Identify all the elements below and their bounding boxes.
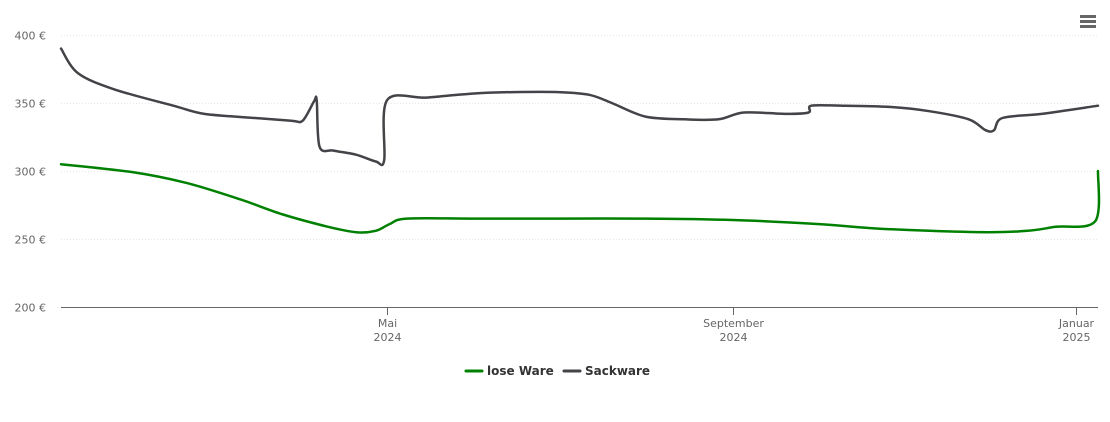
y-tick-label: 400 € — [15, 30, 47, 43]
series-lines — [59, 47, 1101, 234]
chart-menu-button[interactable] — [1074, 10, 1102, 34]
y-tick-label: 300 € — [15, 166, 47, 179]
legend-item-sackware[interactable]: Sackware — [562, 364, 650, 378]
series-line-lose-ware[interactable] — [59, 162, 1101, 234]
hamburger-menu-icon — [1080, 15, 1096, 28]
x-tick-label: Mai — [378, 317, 397, 330]
legend-label: Sackware — [585, 364, 650, 378]
y-tick-label: 250 € — [15, 234, 47, 247]
x-tick-label: 2024 — [374, 331, 402, 344]
y-tick-label: 200 € — [15, 302, 47, 315]
series-line-sackware[interactable] — [59, 47, 1100, 167]
x-tick-label: Januar — [1058, 317, 1095, 330]
grid-lines — [61, 35, 1098, 240]
x-tick-label: 2025 — [1063, 331, 1091, 344]
legend: lose Ware Sackware — [464, 364, 650, 378]
y-tick-label: 350 € — [15, 98, 47, 111]
legend-item-lose-ware[interactable]: lose Ware — [464, 364, 554, 378]
legend-label: lose Ware — [487, 364, 554, 378]
axes: 200 €250 €300 €350 €400 €Mai2024Septembe… — [15, 30, 1098, 344]
x-tick-label: 2024 — [720, 331, 748, 344]
x-tick-label: September — [703, 317, 764, 330]
